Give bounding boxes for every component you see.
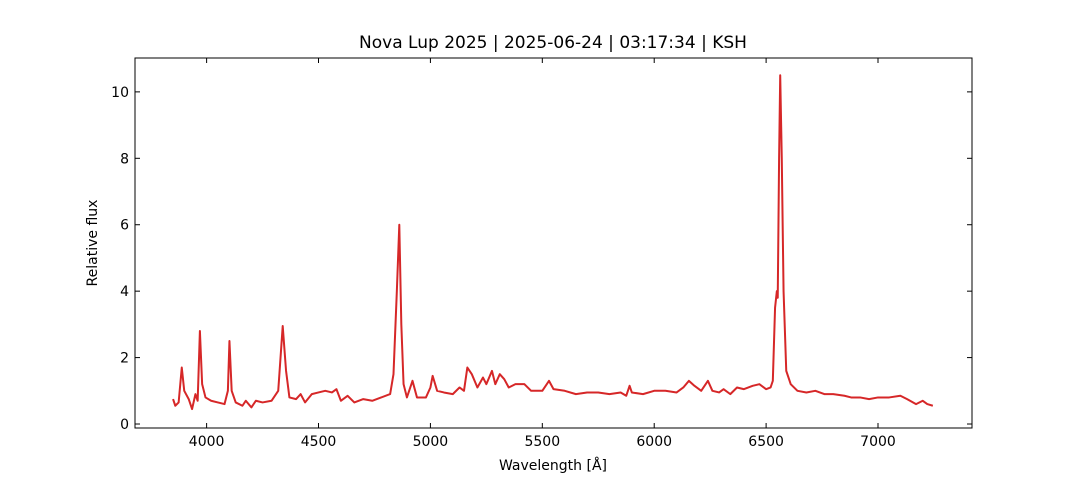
y-tick-label: 8 (120, 151, 129, 167)
y-tick-label: 4 (120, 284, 129, 300)
x-tick-label: 5500 (524, 434, 560, 450)
x-tick-label: 5000 (413, 434, 449, 450)
x-axis-label: Wavelength [Å] (499, 457, 607, 474)
y-tick-label: 10 (111, 85, 129, 101)
chart-title: Nova Lup 2025 | 2025-06-24 | 03:17:34 | … (359, 33, 747, 53)
x-tick-label: 4000 (189, 434, 225, 450)
x-tick-label: 4500 (301, 434, 337, 450)
x-tick-label: 7000 (860, 434, 896, 450)
y-axis-label: Relative flux (85, 200, 101, 287)
plot-frame (134, 57, 973, 429)
x-tick-label: 6000 (636, 434, 672, 450)
x-tick-label: 6500 (748, 434, 784, 450)
y-tick-label: 0 (120, 417, 129, 433)
spectrum-line (172, 74, 934, 411)
y-tick-label: 2 (120, 351, 129, 367)
y-tick-label: 6 (120, 218, 129, 234)
